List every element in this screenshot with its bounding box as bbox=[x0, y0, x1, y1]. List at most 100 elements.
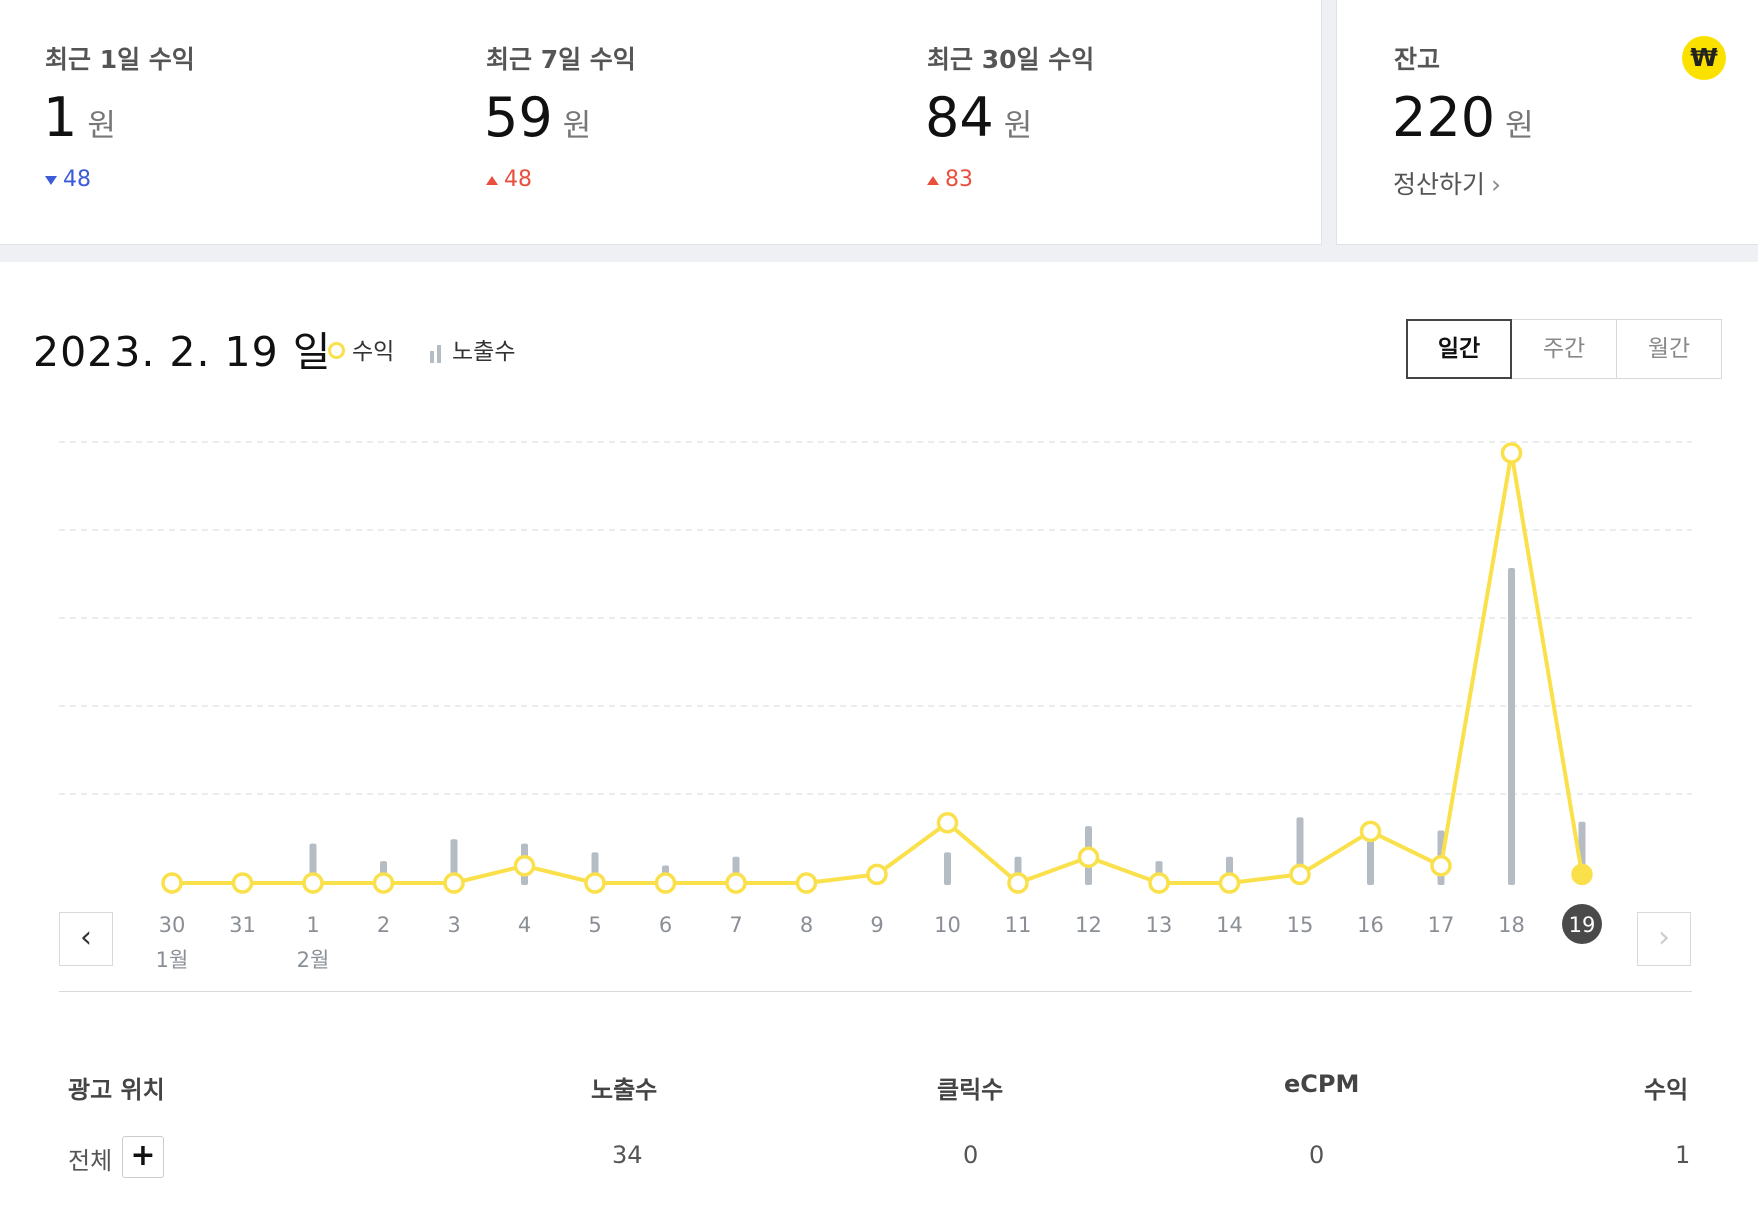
revenue-point bbox=[372, 872, 395, 894]
balance-unit: 원 bbox=[1505, 108, 1534, 144]
stat-number: 84 bbox=[925, 86, 994, 149]
x-tick-label: 16 bbox=[1357, 913, 1384, 937]
down-triangle-icon bbox=[45, 175, 57, 185]
x-tick-label: 31 bbox=[229, 913, 256, 937]
tab-weekly[interactable]: 주간 bbox=[1511, 319, 1617, 379]
revenue-point bbox=[1148, 872, 1170, 894]
revenue-point bbox=[936, 812, 959, 834]
revenue-line bbox=[172, 451, 1584, 885]
month-label: 1월 bbox=[156, 948, 189, 972]
legend-impressions: 노출수 bbox=[430, 332, 515, 366]
stat-unit: 원 bbox=[1003, 108, 1033, 144]
col-header-revenue: 수익 bbox=[1644, 1076, 1689, 1104]
legend-revenue: 수익 bbox=[328, 332, 394, 366]
x-tick-label: 2 bbox=[377, 913, 390, 937]
cell-ecpm: 0 bbox=[1309, 1141, 1325, 1169]
revenue-point bbox=[795, 872, 818, 894]
x-tick-label: 6 bbox=[659, 913, 672, 937]
expand-plus-button[interactable]: + bbox=[122, 1136, 164, 1178]
revenue-point bbox=[584, 872, 606, 894]
stat-label: 최근 30일 수익 bbox=[927, 45, 1095, 74]
x-tick-label: 4 bbox=[518, 913, 531, 937]
legend-label: 수익 bbox=[352, 339, 395, 365]
up-triangle-icon bbox=[927, 175, 939, 185]
revenue-point bbox=[1500, 442, 1523, 464]
x-tick-label: 14 bbox=[1216, 913, 1243, 937]
x-tick-label-selected: 19 bbox=[1569, 913, 1596, 937]
won-icon: ₩ bbox=[1682, 36, 1726, 80]
x-tick-label: 10 bbox=[934, 913, 961, 937]
plus-icon: + bbox=[130, 1138, 156, 1173]
stat-delta: 48 bbox=[486, 167, 532, 192]
cell-clicks: 0 bbox=[963, 1141, 979, 1169]
stat-label: 최근 1일 수익 bbox=[45, 45, 195, 74]
stat-value: 59 원 bbox=[484, 86, 591, 149]
prev-period-button[interactable]: ‹ bbox=[59, 912, 113, 966]
x-tick-label: 3 bbox=[447, 913, 460, 937]
period-tabs: 일간 주간 월간 bbox=[1406, 319, 1722, 379]
bar-marker-icon bbox=[430, 337, 444, 363]
x-tick-label: 12 bbox=[1075, 913, 1102, 937]
col-header-impressions: 노출수 bbox=[591, 1076, 658, 1104]
delta-value: 83 bbox=[945, 167, 973, 192]
x-tick-label: 30 bbox=[159, 913, 186, 937]
revenue-point bbox=[443, 872, 465, 894]
chevron-right-icon: › bbox=[1491, 170, 1502, 199]
balance-card: 잔고 220 원 bbox=[1336, 0, 1758, 245]
up-triangle-icon bbox=[486, 175, 498, 185]
x-tick-label: 13 bbox=[1146, 913, 1173, 937]
divider bbox=[59, 991, 1692, 992]
col-header-clicks: 클릭수 bbox=[937, 1076, 1004, 1104]
delta-value: 48 bbox=[63, 167, 91, 192]
stat-unit: 원 bbox=[562, 108, 592, 144]
tab-monthly[interactable]: 월간 bbox=[1616, 319, 1722, 379]
tab-daily[interactable]: 일간 bbox=[1406, 319, 1512, 379]
circle-marker-icon bbox=[328, 342, 345, 359]
stat-number: 59 bbox=[484, 86, 553, 149]
x-tick-label: 18 bbox=[1498, 913, 1525, 937]
delta-value: 48 bbox=[504, 167, 532, 192]
stat-unit: 원 bbox=[87, 108, 116, 144]
revenue-point bbox=[1359, 820, 1382, 843]
x-tick-label: 5 bbox=[588, 913, 601, 937]
revenue-point bbox=[1430, 855, 1452, 877]
impression-bar bbox=[1367, 830, 1374, 885]
balance-number: 220 bbox=[1392, 86, 1496, 149]
balance-label: 잔고 bbox=[1394, 45, 1441, 74]
cell-impressions: 34 bbox=[612, 1141, 643, 1169]
selected-day-badge bbox=[1562, 904, 1602, 944]
revenue-point bbox=[1007, 872, 1029, 894]
revenue-point bbox=[725, 872, 747, 894]
revenue-point bbox=[231, 872, 254, 894]
settle-label: 정산하기 bbox=[1393, 170, 1486, 199]
settle-link[interactable]: 정산하기 › bbox=[1393, 165, 1501, 201]
x-tick-label: 7 bbox=[729, 913, 742, 937]
x-tick-label: 1 bbox=[306, 913, 319, 937]
revenue-point bbox=[1289, 863, 1311, 886]
x-tick-label: 9 bbox=[870, 913, 883, 937]
impression-bar bbox=[1508, 568, 1515, 885]
x-tick-label: 11 bbox=[1005, 913, 1032, 937]
stat-delta: 83 bbox=[927, 167, 973, 192]
revenue-point bbox=[513, 855, 536, 877]
revenue-point bbox=[161, 872, 183, 894]
stat-label: 최근 7일 수익 bbox=[486, 45, 636, 74]
legend-label: 노출수 bbox=[452, 339, 516, 365]
next-period-button[interactable]: › bbox=[1637, 912, 1691, 966]
cell-placement: 전체 bbox=[68, 1147, 113, 1175]
col-header-placement: 광고 위치 bbox=[68, 1076, 165, 1104]
impression-bar bbox=[944, 852, 951, 885]
revenue-point-selected bbox=[1571, 863, 1593, 886]
chevron-right-icon: › bbox=[1658, 920, 1670, 955]
cell-revenue: 1 bbox=[1675, 1141, 1691, 1169]
revenue-point bbox=[1077, 846, 1100, 868]
col-header-ecpm: eCPM bbox=[1284, 1070, 1360, 1098]
x-tick-label: 15 bbox=[1287, 913, 1314, 937]
chart-date-title: 2023. 2. 19 일 bbox=[33, 328, 332, 376]
x-tick-label: 8 bbox=[800, 913, 813, 937]
month-label: 2월 bbox=[297, 948, 330, 972]
revenue-point bbox=[866, 863, 888, 886]
balance-value: 220 원 bbox=[1392, 86, 1534, 149]
